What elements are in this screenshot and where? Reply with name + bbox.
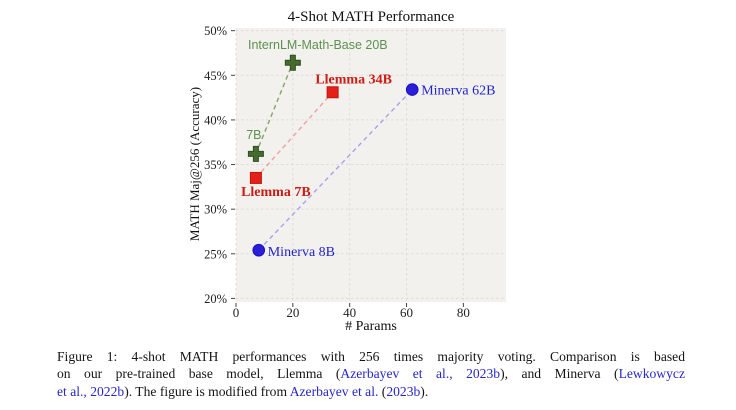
y-tick-label: 20% bbox=[204, 292, 227, 306]
marker-minerva-62b bbox=[405, 83, 419, 96]
y-axis-label: MATH Maj@256 (Accuracy) bbox=[187, 87, 202, 241]
y-tick-label: 40% bbox=[204, 113, 227, 127]
y-tick-label: 50% bbox=[204, 24, 227, 38]
y-tick-label: 45% bbox=[204, 69, 227, 83]
point-label-llemma-7b: Llemma 7B bbox=[241, 185, 311, 200]
chart-title: 4-Shot MATH Performance bbox=[288, 9, 455, 25]
citation-link[interactable]: Lewkowycz bbox=[618, 366, 685, 382]
point-label-minerva-62b: Minerva 62B bbox=[421, 84, 495, 99]
caption-line: on our pre-trained base model, Llemma (A… bbox=[57, 365, 685, 382]
caption-line: et al., 2022b). The figure is modified f… bbox=[57, 383, 685, 400]
caption-text: ), and Minerva ( bbox=[500, 366, 619, 382]
marker-llemma-34b bbox=[326, 86, 339, 99]
citation-link[interactable]: Azerbayev et al. bbox=[289, 383, 379, 399]
point-label-llemma-34b: Llemma 34B bbox=[315, 72, 392, 87]
x-tick-label: 20 bbox=[286, 305, 299, 320]
caption-text: ). bbox=[420, 383, 429, 399]
citation-link[interactable]: 2023b bbox=[386, 383, 421, 399]
point-label-minerva-8b: Minerva 8B bbox=[268, 245, 335, 260]
x-tick-label: 0 bbox=[233, 305, 240, 320]
marker-internlm-math-base-20b bbox=[284, 54, 301, 71]
point-label-internlm-math-base-20b: InternLM-Math-Base 20B bbox=[248, 38, 388, 52]
citation-link[interactable]: et al., 2022b bbox=[57, 383, 125, 399]
marker-minerva-8b bbox=[252, 243, 266, 257]
marker-7b bbox=[247, 145, 264, 162]
marker-llemma-7b bbox=[249, 171, 262, 184]
figure-caption: Figure 1: 4-shot MATH performances with … bbox=[57, 348, 685, 400]
caption-line: Figure 1: 4-shot MATH performances with … bbox=[57, 348, 685, 365]
x-tick-label: 80 bbox=[457, 305, 470, 320]
caption-text: on our pre-trained base model, Llemma ( bbox=[57, 366, 341, 382]
series-line-minerva bbox=[258, 89, 413, 251]
y-tick-label: 35% bbox=[204, 158, 227, 172]
citation-link[interactable]: Azerbayev et al., 2023b bbox=[340, 366, 501, 382]
y-tick-label: 30% bbox=[204, 203, 227, 217]
caption-text: ( bbox=[378, 383, 387, 399]
chart-canvas: 20% 25% 30% 35% 40% 45% 50% 0 20 40 60 80 4-Shot MAT… bbox=[187, 9, 506, 334]
series-line-internlm-math-base bbox=[255, 62, 294, 155]
x-tick-label: 60 bbox=[400, 305, 413, 320]
y-tick-label: 25% bbox=[204, 247, 227, 261]
point-label-7b: 7B bbox=[246, 128, 261, 142]
x-axis-label: # Params bbox=[345, 319, 397, 334]
caption-text: Figure 1: 4-shot MATH performances with … bbox=[57, 349, 685, 364]
x-tick-label: 40 bbox=[343, 305, 356, 320]
series-line-llemma bbox=[255, 91, 334, 179]
caption-text: ). The figure is modified from bbox=[124, 383, 290, 399]
